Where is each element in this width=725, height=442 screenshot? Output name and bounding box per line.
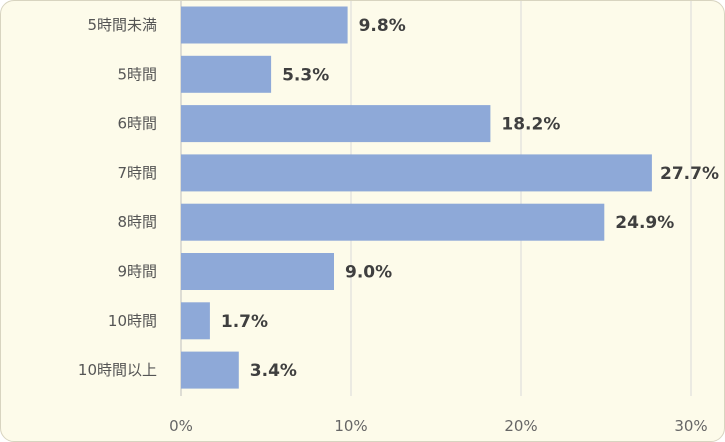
bar (181, 351, 239, 389)
data-label: 27.7% (660, 164, 719, 184)
bar (181, 105, 491, 143)
category-label: 10時間以上 (78, 361, 157, 379)
bar (181, 203, 605, 241)
data-label: 1.7% (221, 312, 268, 332)
bar (181, 154, 652, 192)
bar (181, 55, 272, 93)
category-label: 5時間未満 (87, 16, 157, 34)
data-label: 9.0% (345, 263, 392, 283)
data-label: 18.2% (501, 115, 560, 135)
data-label: 24.9% (615, 213, 674, 233)
data-label: 3.4% (250, 361, 297, 381)
labels-layer: 0% 10% 20% 30% 5時間未満 9.8% 5時間 5.3% 6時間 18.2% 7時間 27… (78, 16, 719, 435)
category-label: 5時間 (117, 65, 157, 83)
category-label: 7時間 (117, 164, 157, 182)
bar (181, 302, 210, 340)
data-label: 5.3% (282, 65, 329, 85)
category-label: 10時間 (108, 312, 157, 330)
category-label: 6時間 (117, 115, 157, 133)
x-tick-label: 0% (169, 417, 193, 435)
category-label: 8時間 (117, 213, 157, 231)
category-label: 9時間 (117, 263, 157, 281)
bars-layer (181, 6, 652, 389)
data-label: 9.8% (359, 16, 406, 36)
bar (181, 6, 348, 44)
x-tick-label: 20% (504, 417, 537, 435)
x-tick-label: 30% (674, 417, 707, 435)
x-tick-label: 10% (334, 417, 367, 435)
bar (181, 253, 334, 290)
